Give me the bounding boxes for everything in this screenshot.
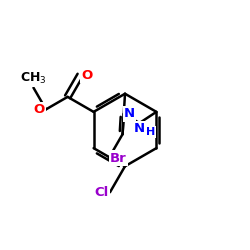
Text: Br: Br (110, 152, 127, 164)
Text: N: N (124, 108, 135, 120)
Text: CH$_3$: CH$_3$ (20, 71, 47, 86)
Text: O: O (82, 69, 93, 82)
Text: N: N (134, 122, 145, 135)
Text: O: O (34, 103, 45, 116)
Text: Cl: Cl (94, 186, 109, 199)
Text: H: H (146, 127, 155, 137)
